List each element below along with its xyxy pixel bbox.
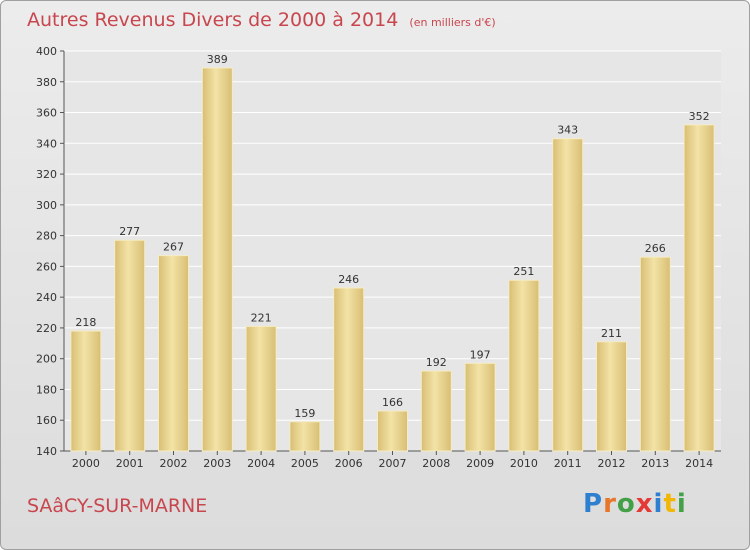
y-tick-label: 400 <box>36 45 57 58</box>
bar <box>245 325 277 452</box>
y-tick-label: 360 <box>36 107 57 120</box>
proxiti-logo[interactable]: Proxiti <box>583 489 687 519</box>
bar-value-label: 218 <box>75 316 96 329</box>
y-tick-label: 320 <box>36 168 57 181</box>
y-tick-label: 160 <box>36 414 57 427</box>
x-tick-label: 2010 <box>510 457 538 470</box>
x-tick-label: 2008 <box>422 457 450 470</box>
y-tick-label: 380 <box>36 76 57 89</box>
y-tick-label: 260 <box>36 260 57 273</box>
x-tick-label: 2005 <box>291 457 319 470</box>
bar-value-label: 267 <box>163 241 184 254</box>
y-tick-label: 340 <box>36 137 57 150</box>
x-tick-label: 2004 <box>247 457 275 470</box>
x-tick-label: 2014 <box>685 457 713 470</box>
bar-value-label: 343 <box>557 124 578 137</box>
bar <box>114 239 146 452</box>
bar-value-label: 197 <box>470 348 491 361</box>
bar <box>464 362 496 452</box>
bar <box>70 330 102 452</box>
bar <box>333 287 365 452</box>
bar-value-label: 246 <box>338 273 359 286</box>
x-tick-label: 2013 <box>641 457 669 470</box>
chart-unit-label: (en milliers d'€) <box>409 16 496 29</box>
x-tick-label: 2003 <box>203 457 231 470</box>
bar-value-label: 277 <box>119 225 140 238</box>
y-tick-label: 220 <box>36 322 57 335</box>
bar-value-label: 266 <box>645 242 666 255</box>
bar <box>683 124 715 452</box>
y-tick-label: 280 <box>36 230 57 243</box>
bar <box>420 370 452 452</box>
x-tick-label: 2000 <box>72 457 100 470</box>
logo-letter: i <box>676 489 687 519</box>
y-tick-label: 140 <box>36 445 57 458</box>
bar <box>596 341 627 452</box>
x-tick-label: 2007 <box>379 457 407 470</box>
logo-letter: P <box>583 489 604 519</box>
bar <box>158 255 189 452</box>
logo-letter: x <box>635 489 654 519</box>
y-tick-label: 300 <box>36 199 57 212</box>
bar-value-label: 192 <box>426 356 447 369</box>
bar-value-label: 352 <box>689 110 710 123</box>
x-tick-label: 2006 <box>335 457 363 470</box>
title-row: Autres Revenus Divers de 2000 à 2014 (en… <box>27 9 496 31</box>
y-tick-label: 180 <box>36 383 57 396</box>
logo-letter: t <box>663 489 677 519</box>
bar <box>508 279 540 452</box>
x-tick-label: 2002 <box>160 457 188 470</box>
bar <box>377 410 408 452</box>
bar-value-label: 221 <box>251 311 272 324</box>
bar <box>201 67 233 452</box>
bar-value-label: 166 <box>382 396 403 409</box>
bar-value-label: 389 <box>207 53 228 66</box>
logo-letter: o <box>616 489 636 519</box>
x-tick-label: 2009 <box>466 457 494 470</box>
logo-letter: r <box>603 489 617 519</box>
logo-letter: i <box>653 489 664 519</box>
commune-name: SAâCY-SUR-MARNE <box>27 495 208 517</box>
bar <box>289 421 321 452</box>
bar <box>639 256 671 452</box>
bar-value-label: 211 <box>601 327 622 340</box>
x-tick-label: 2012 <box>598 457 626 470</box>
bar-value-label: 251 <box>513 265 534 278</box>
y-tick-label: 240 <box>36 291 57 304</box>
x-tick-label: 2011 <box>554 457 582 470</box>
bar-value-label: 159 <box>294 407 315 420</box>
bar <box>552 138 584 452</box>
x-tick-label: 2001 <box>116 457 144 470</box>
chart-title: Autres Revenus Divers de 2000 à 2014 <box>27 9 399 31</box>
y-tick-label: 200 <box>36 353 57 366</box>
